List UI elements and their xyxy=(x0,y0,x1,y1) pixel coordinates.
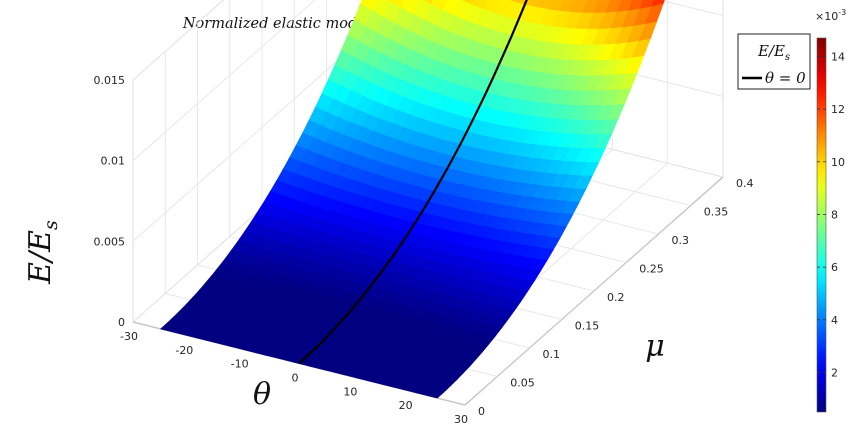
legend-box xyxy=(737,33,811,90)
theta-zero-line xyxy=(298,0,528,365)
x-tick-label: -30 xyxy=(120,330,138,343)
colorbar-tick-label: 10 xyxy=(831,156,845,169)
z-tick-label: 0.01 xyxy=(101,155,126,168)
tick-labels: 0 0.005 0.01 0.015 -30 -20 -10 0 10 20 30 0 0.05 0.1 0… xyxy=(94,74,754,426)
colorbar-tick-label: 2 xyxy=(831,366,838,379)
y-tick-label: 0.25 xyxy=(639,263,664,276)
legend: E/Es θ = 0 xyxy=(737,33,811,90)
z-tick-label: 0 xyxy=(118,316,125,329)
colorbar-tick-label: 6 xyxy=(831,261,838,274)
colorbar: 2 4 6 8 10 12 14 ×10-3 xyxy=(815,8,846,413)
colorbar-ticks: 2 4 6 8 10 12 14 xyxy=(817,50,845,379)
grid-line-z xyxy=(132,0,225,81)
y-tick-label: 0 xyxy=(478,405,485,418)
surface-patch xyxy=(425,389,445,399)
y-tick-label: 0.3 xyxy=(672,234,690,247)
legend-entry-surface: E/Es xyxy=(757,42,790,63)
y-axis-label: μ xyxy=(645,329,665,364)
x-tick-label: 0 xyxy=(292,372,299,385)
colorbar-bar xyxy=(816,37,827,413)
x-tick-label: -10 xyxy=(231,358,249,371)
y-tick-label: 0.4 xyxy=(736,177,754,190)
x-tick-label: 20 xyxy=(399,399,413,412)
z-tick-label: 0.005 xyxy=(94,235,126,248)
x-tick-label: 30 xyxy=(454,413,468,426)
x-tick-label: -20 xyxy=(175,344,193,357)
z-axis-label: E/Es xyxy=(23,220,62,285)
colorbar-tick-label: 4 xyxy=(831,314,838,327)
y-tick-label: 0.05 xyxy=(510,377,535,390)
y-tick-label: 0.1 xyxy=(543,348,561,361)
surface-plot xyxy=(160,0,665,399)
colorbar-tick-label: 12 xyxy=(831,103,845,116)
y-tick-label: 0.35 xyxy=(704,206,729,219)
colorbar-exponent: ×10-3 xyxy=(815,8,846,23)
theta-zero-curve xyxy=(298,0,528,365)
x-axis-label: θ xyxy=(253,377,271,412)
colorbar-tick-label: 14 xyxy=(831,50,845,63)
y-tick-label: 0.15 xyxy=(575,320,600,333)
z-tick-label: 0.015 xyxy=(94,74,126,87)
legend-entry-theta-zero: θ = 0 xyxy=(765,69,806,87)
colorbar-tick-label: 8 xyxy=(831,208,838,221)
x-tick-label: 10 xyxy=(343,385,357,398)
y-tick-label: 0.2 xyxy=(607,291,625,304)
